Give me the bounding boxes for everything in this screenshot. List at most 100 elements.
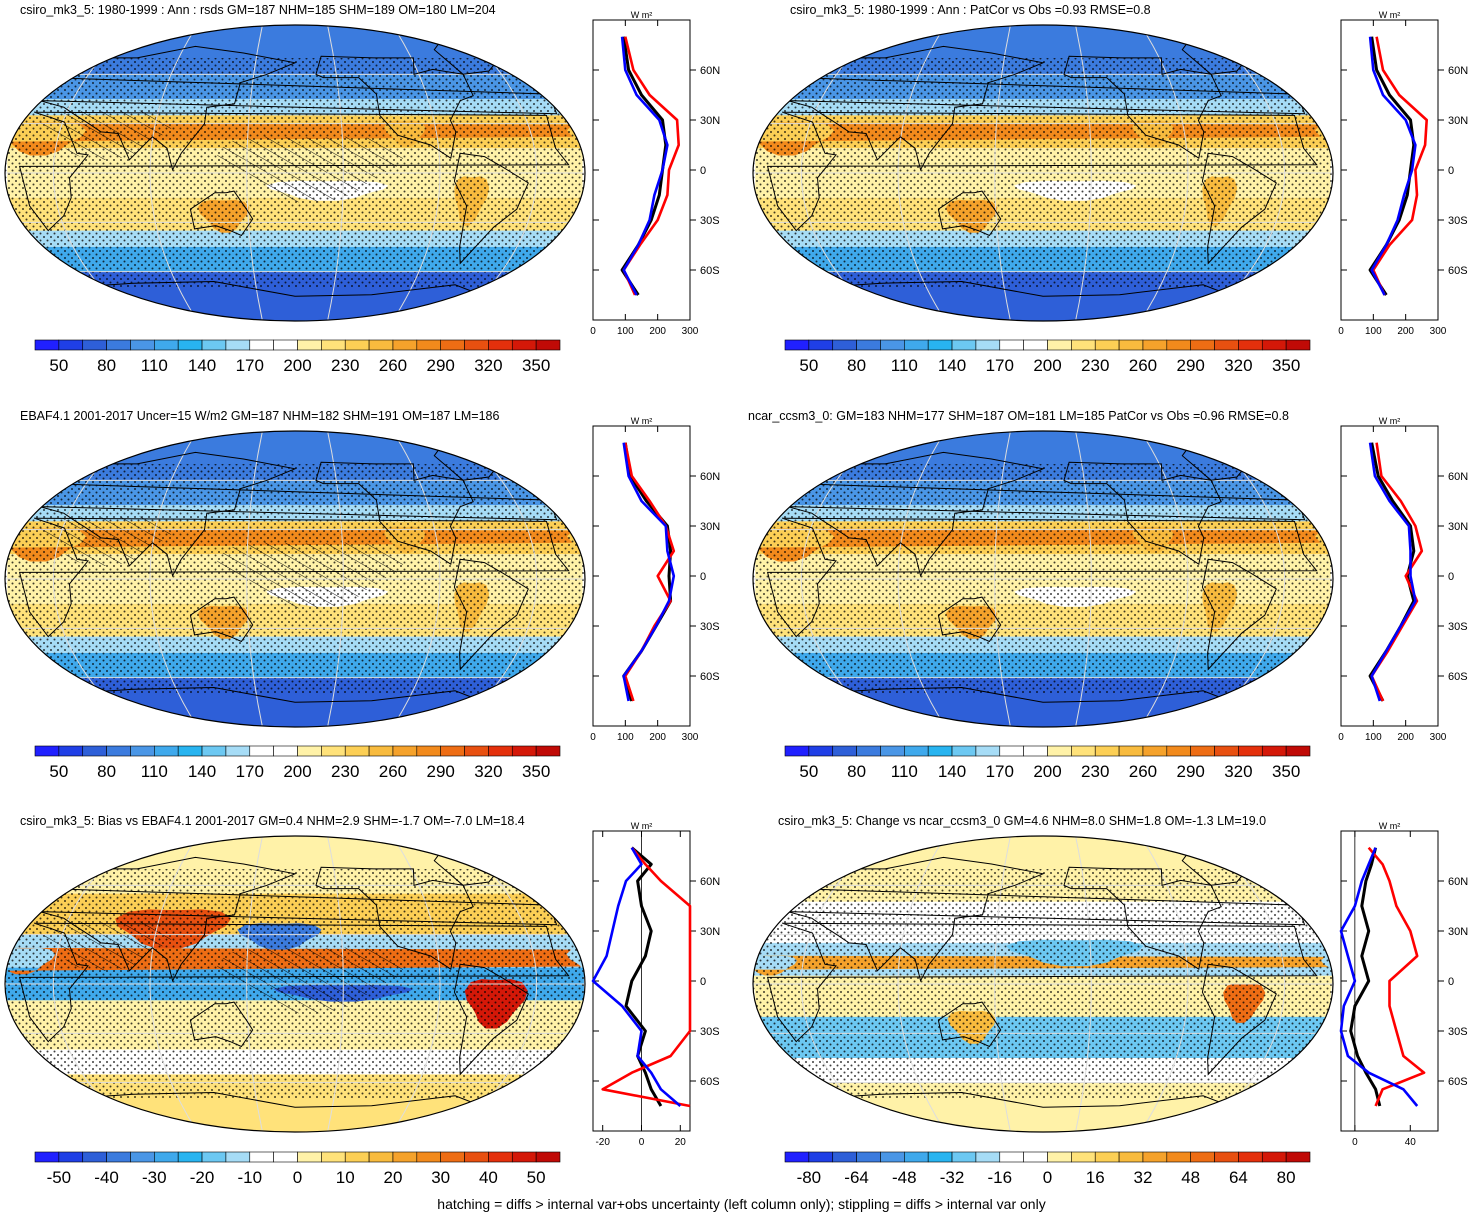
colorbar-swatch — [1094, 745, 1120, 757]
colorbar-tick-label: 170 — [236, 762, 264, 781]
coastline-australia — [937, 1001, 1002, 1048]
colorbar-tick-label: 50 — [799, 356, 818, 375]
graticule-line — [149, 432, 197, 726]
lat-tick-label: 30S — [700, 1026, 720, 1038]
colorbar-tick-label: 40 — [479, 1168, 498, 1187]
colorbar-swatch — [201, 745, 227, 757]
colorbar-swatch — [106, 339, 131, 351]
lat-profile-5: W m² 60N 30N 0 30S 60S -20 0 20 — [591, 821, 720, 1148]
colorbar-swatch — [249, 745, 274, 757]
lat-tick-label: 30S — [1448, 1026, 1468, 1038]
graticule-line — [1141, 432, 1189, 726]
colorbar-swatch — [82, 1151, 107, 1163]
lat-tick-label: 30N — [1448, 115, 1468, 127]
colorbar-swatch — [177, 1151, 203, 1163]
colorbar-swatch — [1214, 339, 1239, 351]
lat-tick-label: 60S — [1448, 671, 1468, 683]
graticule-line — [393, 26, 441, 320]
panel-title-2: csiro_mk3_5: 1980-1999 : Ann : PatCor vs… — [790, 3, 1151, 17]
colorbar-swatch — [1071, 1151, 1096, 1163]
colorbar-swatch — [106, 1151, 131, 1163]
profile-frame — [1340, 19, 1439, 321]
colorbar-swatch — [1190, 745, 1215, 757]
colorbar-swatch — [416, 339, 441, 351]
colorbar-swatch — [1285, 339, 1311, 351]
coastline-namerica — [315, 866, 474, 971]
colorbar-tick-label: 50 — [49, 356, 68, 375]
colorbar-tick-label: 140 — [938, 356, 966, 375]
colorbar-tick-label: 170 — [236, 356, 264, 375]
colorbar-swatch — [130, 339, 155, 351]
lat-tick-label: 30N — [700, 115, 720, 127]
lat-tick-label: 30S — [700, 215, 720, 227]
colorbar-swatch — [1190, 1151, 1215, 1163]
colorbar-swatch — [368, 339, 394, 351]
colorbar-tick-label: 350 — [1272, 762, 1300, 781]
colorbar-swatch — [1023, 339, 1048, 351]
hatching — [215, 542, 407, 609]
colorbar-tick-label: 290 — [1176, 356, 1204, 375]
colorbar-swatch — [416, 745, 441, 757]
lat-tick-label: 60N — [700, 876, 720, 888]
profile-frame — [592, 425, 691, 727]
lat-profile-3: W m² 60N 30N 0 30S 60S 0 100 200 300 — [590, 416, 720, 743]
coastline-antarctica — [804, 686, 1281, 727]
coastline-australia — [937, 596, 1002, 643]
colorbar-5: -50 -40 -30 -20 -10 0 10 20 30 40 50 — [34, 1151, 561, 1187]
colorbar-swatch — [392, 745, 418, 757]
coastline-australia — [189, 190, 254, 237]
colorbar-swatch — [225, 339, 251, 351]
coastline-antarctica — [56, 1091, 533, 1132]
coastline-antarctica — [804, 1091, 1281, 1132]
colorbar-tick-label: 110 — [141, 762, 168, 781]
coastline-samerica — [453, 558, 529, 671]
profile-line-blue — [1339, 847, 1419, 1107]
graticule-line — [327, 837, 344, 1131]
colorbar-swatch — [82, 745, 107, 757]
lat-tick-label: 0 — [700, 165, 706, 177]
colorbar-swatch — [368, 1151, 394, 1163]
colorbar-swatch — [416, 1151, 441, 1163]
colorbar-swatch — [344, 339, 370, 351]
colorbar-swatch — [1047, 745, 1072, 757]
graticule-line — [327, 26, 344, 320]
colorbar-swatch — [1261, 339, 1287, 351]
x-tick-label: 200 — [1397, 326, 1414, 337]
colorbar-swatch — [1238, 745, 1263, 757]
coastline-antarctica — [804, 280, 1281, 321]
colorbar-swatch — [927, 339, 953, 351]
colorbar-tick-label: 320 — [474, 356, 502, 375]
colorbar-swatch — [1023, 1151, 1048, 1163]
coastline-namerica — [1063, 461, 1222, 566]
coastline-namerica — [315, 461, 474, 566]
lat-tick-label: 60S — [700, 265, 720, 277]
colorbar-tick-label: 80 — [847, 356, 866, 375]
colorbar-tick-label: 0 — [293, 1168, 302, 1187]
graticule-line — [897, 837, 945, 1131]
colorbar-swatch — [1047, 339, 1072, 351]
graticule-line — [1075, 837, 1092, 1131]
map-border — [4, 430, 586, 728]
colorbar-tick-label: 290 — [426, 762, 454, 781]
colorbar-swatch — [904, 745, 929, 757]
colorbar-1: 50 80 110 140 170 200 230 260 290 320 350 — [34, 339, 561, 375]
colorbar-tick-label: 200 — [283, 762, 311, 781]
colorbar-swatch — [344, 745, 370, 757]
colorbar-tick-label: 230 — [1081, 356, 1109, 375]
colorbar-tick-label: 50 — [49, 762, 68, 781]
colorbar-swatch — [856, 1151, 881, 1163]
colorbar-tick-label: 230 — [1081, 762, 1109, 781]
lat-tick-label: 60S — [700, 1076, 720, 1088]
colorbar-swatch — [1166, 1151, 1191, 1163]
profile-line-blue — [1368, 36, 1417, 296]
colorbar-swatch — [464, 745, 489, 757]
colorbar-swatch — [951, 1151, 977, 1163]
graticule-line — [994, 26, 1011, 320]
graticule-line — [246, 432, 263, 726]
units-label: W m² — [1379, 416, 1401, 426]
colorbar-swatch — [1285, 745, 1311, 757]
colorbar-swatch — [999, 745, 1024, 757]
colorbar-swatch — [34, 1151, 60, 1163]
colorbar-swatch — [1142, 339, 1168, 351]
colorbar-swatch — [511, 745, 537, 757]
